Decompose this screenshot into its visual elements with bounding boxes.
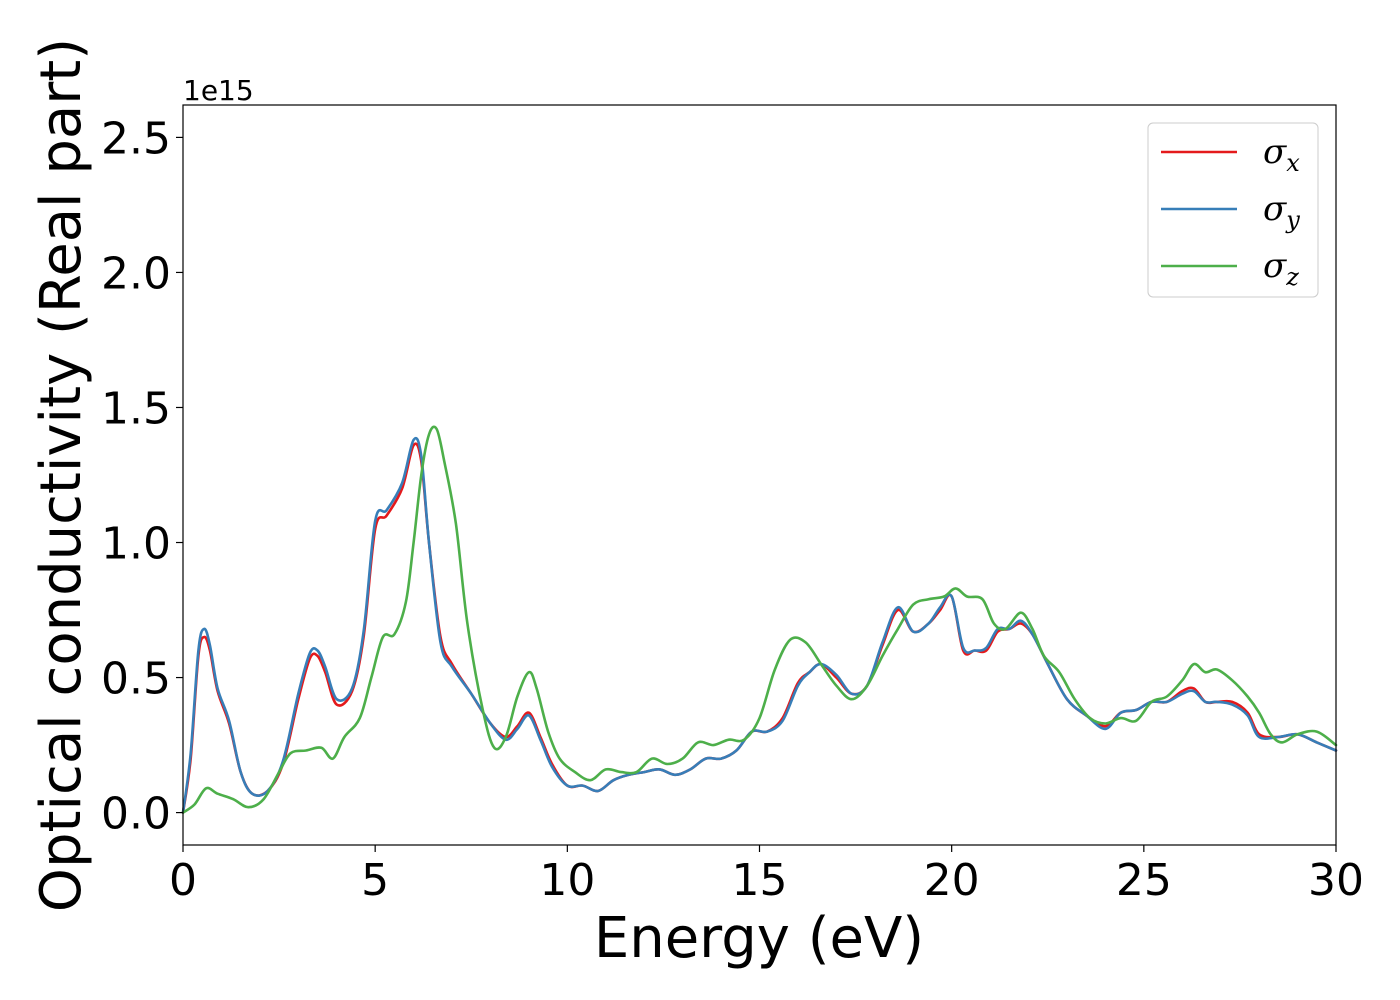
series-lines [181,425,1338,814]
legend: σx σy σz [1147,122,1319,298]
x-axis: 0 5 10 15 20 25 30 [169,845,1364,906]
legend-label-sigma-x: σx [1263,132,1300,177]
y-offset-label: 1e15 [183,74,254,107]
y-tick-label: 2.5 [101,113,171,164]
x-tick-label: 10 [539,855,595,906]
y-tick-label: 0.5 [101,654,171,705]
series-line-sigma-y [181,436,1338,814]
x-tick-label: 5 [361,855,389,906]
x-tick-label: 0 [169,855,197,906]
x-tick-label: 15 [732,855,788,906]
y-axis: 0.0 0.5 1.0 1.5 2.0 2.5 [101,113,183,840]
plot-area [183,105,1336,845]
x-tick-label: 25 [1116,855,1172,906]
y-tick-label: 0.0 [101,789,171,840]
legend-label-sigma-y: σy [1263,189,1300,234]
y-tick-label: 1.5 [101,383,171,434]
x-axis-title: Energy (eV) [594,906,924,971]
x-tick-label: 30 [1308,855,1364,906]
y-tick-label: 2.0 [101,248,171,299]
legend-label-sigma-z: σz [1263,246,1299,291]
y-tick-label: 1.0 [101,519,171,570]
series-line-sigma-z [181,425,1338,814]
y-axis-title: Optical conductivity (Real part) [29,38,94,912]
x-tick-label: 20 [924,855,980,906]
